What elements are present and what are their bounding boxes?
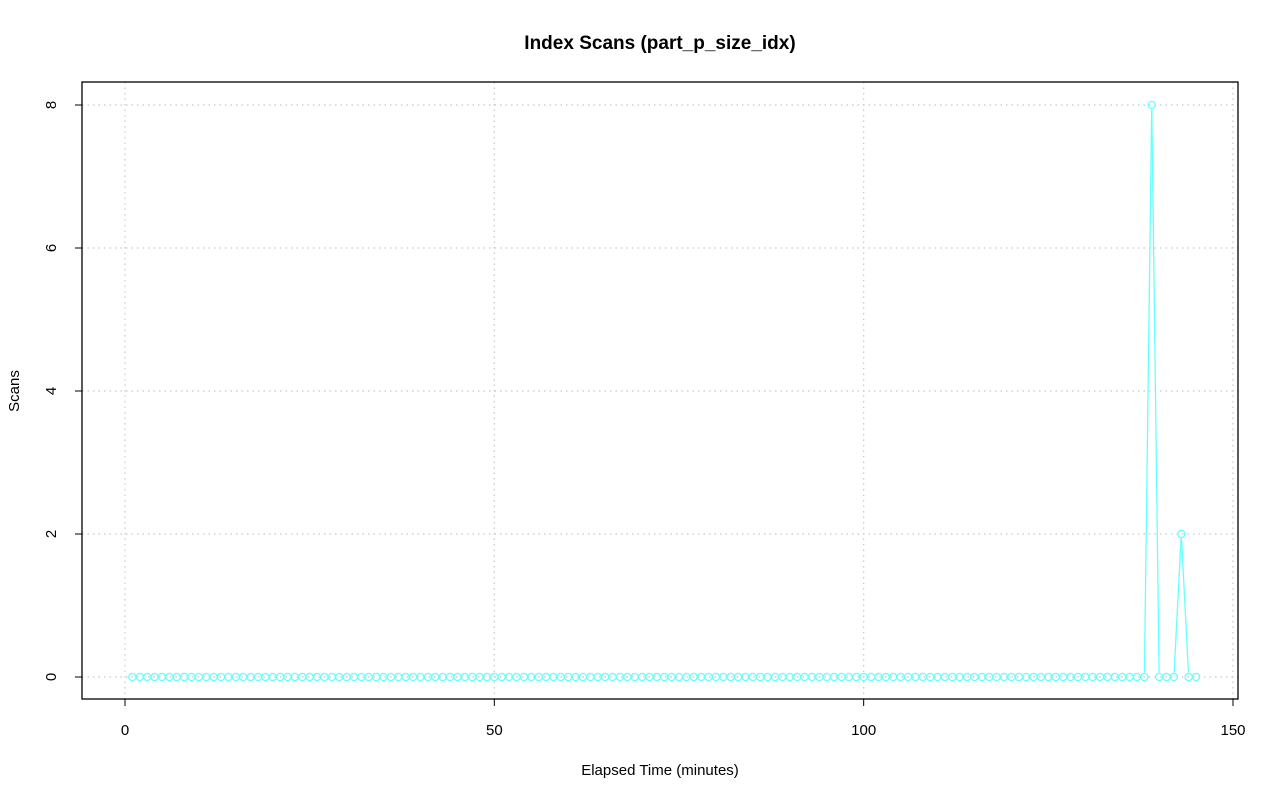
- data-point: [497, 672, 506, 682]
- series-group: [128, 100, 1201, 682]
- series-segment: [1173, 538, 1182, 673]
- data-point: [475, 672, 484, 682]
- data-point: [984, 672, 994, 682]
- data-point: [778, 672, 787, 682]
- data-point: [822, 672, 831, 682]
- data-point: [231, 672, 241, 682]
- data-point: [1081, 672, 1090, 682]
- data-point: [379, 672, 388, 682]
- data-point: [726, 672, 735, 682]
- data-point: [800, 672, 809, 682]
- series-segment: [1151, 109, 1160, 673]
- data-point: [165, 672, 174, 682]
- data-point: [1140, 672, 1149, 682]
- data-point: [659, 672, 669, 682]
- series-segment: [1143, 109, 1153, 673]
- data-point: [756, 672, 765, 682]
- data-point: [1058, 672, 1068, 682]
- data-point: [940, 672, 950, 682]
- data-point: [238, 672, 248, 682]
- data-point: [467, 672, 477, 682]
- data-point: [1036, 672, 1046, 682]
- data-point: [305, 672, 314, 682]
- data-point: [1169, 672, 1179, 682]
- y-tick-label: 2: [43, 530, 60, 538]
- y-tick-label: 6: [43, 244, 60, 252]
- x-tick-label: 0: [121, 722, 129, 739]
- grid-lines: [82, 82, 1238, 699]
- data-point: [349, 672, 359, 682]
- data-point: [992, 672, 1001, 682]
- data-point: [1154, 672, 1164, 682]
- data-point: [187, 672, 196, 682]
- x-tick-label: 100: [851, 722, 876, 739]
- data-point: [962, 672, 972, 682]
- data-point: [748, 672, 758, 682]
- y-axis-label: Scans: [6, 370, 23, 412]
- data-point: [637, 672, 647, 682]
- data-point: [512, 672, 521, 682]
- y-axis: 0 2 4 6 8: [43, 101, 83, 681]
- data-point: [1147, 100, 1156, 110]
- data-point: [918, 672, 928, 682]
- x-tick-label: 150: [1220, 722, 1245, 739]
- data-point: [844, 672, 854, 682]
- data-point: [327, 672, 337, 682]
- data-point: [283, 672, 292, 682]
- data-point: [423, 672, 433, 682]
- data-point: [519, 672, 529, 682]
- data-point: [216, 672, 226, 682]
- chart-title: Index Scans (part_p_size_idx): [524, 33, 795, 54]
- data-point: [1007, 672, 1016, 682]
- data-point: [896, 672, 905, 682]
- data-point: [401, 672, 410, 682]
- series-segment: [1180, 538, 1190, 673]
- data-point: [704, 672, 713, 682]
- data-point: [1177, 529, 1186, 539]
- data-point: [445, 672, 455, 682]
- data-point: [1014, 672, 1024, 682]
- data-point: [586, 672, 595, 682]
- data-point: [261, 672, 270, 682]
- y-tick-label: 4: [43, 387, 60, 395]
- data-point: [253, 672, 263, 682]
- data-point: [1103, 672, 1112, 682]
- x-axis-label: Elapsed Time (minutes): [581, 762, 739, 779]
- x-axis: 0 50 100 150: [121, 698, 1246, 739]
- y-tick-label: 8: [43, 101, 60, 109]
- data-point: [142, 672, 152, 682]
- data-point: [541, 672, 551, 682]
- data-point: [1191, 672, 1201, 682]
- data-point: [209, 672, 218, 682]
- data-point: [563, 672, 573, 682]
- data-point: [682, 672, 691, 682]
- data-point: [733, 672, 743, 682]
- y-tick-label: 0: [43, 673, 60, 681]
- x-tick-label: 50: [486, 722, 503, 739]
